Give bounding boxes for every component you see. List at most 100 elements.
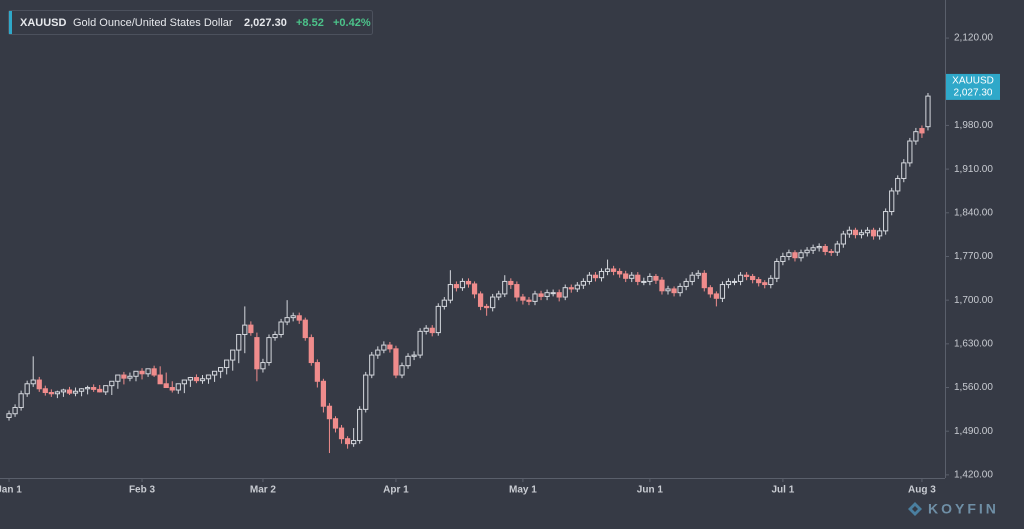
candle-body <box>598 270 605 279</box>
candle-body <box>375 349 381 356</box>
candle-body <box>351 440 357 445</box>
candle-body <box>187 377 194 381</box>
candle-body <box>677 285 683 294</box>
candle-body <box>496 293 502 298</box>
candle-body <box>272 333 278 339</box>
price-tag-symbol: XAUUSD <box>952 76 994 87</box>
candle-body <box>411 354 417 357</box>
candle-body <box>60 389 67 393</box>
candle-body <box>326 405 333 420</box>
candle-body <box>804 249 810 254</box>
candle-body <box>895 177 901 192</box>
candle-body <box>357 408 363 442</box>
candle-body <box>750 275 756 281</box>
candle-body <box>858 232 865 236</box>
candle-body <box>266 337 272 364</box>
candle-body <box>816 245 822 249</box>
candle-body <box>181 379 187 385</box>
candle-body <box>798 252 804 259</box>
candle-body <box>828 250 834 253</box>
candle-body <box>459 280 466 289</box>
candle-body <box>363 374 369 410</box>
candle-body <box>526 299 532 302</box>
y-tick-label: 2,120.00 <box>954 33 993 44</box>
candle-body <box>610 268 617 272</box>
candle-body <box>846 229 852 235</box>
candle-body <box>490 296 496 309</box>
x-tick-label: May 1 <box>509 485 537 496</box>
candle-body <box>369 354 375 376</box>
candle-body <box>689 274 695 282</box>
candle-body <box>544 292 550 297</box>
candle-body <box>441 299 447 307</box>
candle-body <box>889 190 895 213</box>
candle-body <box>72 390 79 394</box>
candle-body <box>338 427 345 440</box>
candle-body <box>514 284 520 298</box>
candle-body <box>429 327 435 334</box>
candle-body <box>623 273 629 279</box>
candle-body <box>24 383 30 395</box>
candle-body <box>580 280 586 286</box>
candle-body <box>810 247 816 251</box>
candle-body <box>647 275 653 282</box>
candle-body <box>876 230 883 237</box>
last-price: 2,027.30 <box>244 17 287 29</box>
candle-body <box>290 315 296 319</box>
x-tick-label: Aug 3 <box>908 485 936 496</box>
candle-body <box>260 362 266 370</box>
candle-body <box>629 274 635 279</box>
candle-body <box>641 280 647 283</box>
candle-body <box>151 368 157 376</box>
candle-body <box>665 288 671 292</box>
candle-body <box>484 305 490 309</box>
y-tick-label: 1,420.00 <box>954 470 993 481</box>
candle-body <box>556 292 562 298</box>
candle-body <box>617 270 623 275</box>
candle-body <box>864 229 871 234</box>
candle-body <box>393 348 399 376</box>
x-tick-label: Mar 2 <box>250 485 277 496</box>
candle-body <box>883 211 889 232</box>
brand: KOYFIN <box>928 501 999 517</box>
change: +8.52 <box>296 17 324 29</box>
candle-body <box>314 362 320 382</box>
candle-body <box>145 368 151 375</box>
candle-body <box>743 274 750 277</box>
logo: KOYFIN <box>908 501 999 517</box>
candle-body <box>919 128 925 134</box>
candle-body <box>157 374 163 385</box>
candle-body <box>36 379 42 390</box>
candle-body <box>211 370 218 376</box>
candle-body <box>701 272 707 289</box>
candle-body <box>477 293 484 307</box>
candle-body <box>254 337 260 370</box>
y-tick-label: 1,840.00 <box>954 207 993 218</box>
candle-body <box>502 280 508 295</box>
candle-body <box>520 296 526 301</box>
candle-body <box>78 388 85 392</box>
candle-body <box>774 260 780 279</box>
candle-body <box>163 383 169 389</box>
candle-body <box>417 330 423 356</box>
candle-body <box>768 277 774 286</box>
candle-body <box>48 392 54 395</box>
y-tick-label: 1,910.00 <box>954 164 993 175</box>
candle-body <box>435 305 441 334</box>
price-tag <box>946 73 1000 100</box>
candle-body <box>6 413 12 418</box>
candle-body <box>713 293 719 299</box>
candle-body <box>205 374 212 380</box>
legend-box: XAUUSD Gold Ounce/United States Dollar 2… <box>8 10 373 35</box>
candle-body <box>381 344 387 351</box>
candle-body <box>756 279 762 284</box>
y-tick-label: 1,490.00 <box>954 426 993 437</box>
x-tick-label: Jan 1 <box>0 485 22 496</box>
candle-body <box>538 293 544 297</box>
candle-body <box>780 255 786 262</box>
candle-body <box>85 387 91 390</box>
candle-body <box>242 324 248 335</box>
candle-body <box>550 292 556 295</box>
plot <box>6 92 931 454</box>
candle-body <box>453 284 460 289</box>
